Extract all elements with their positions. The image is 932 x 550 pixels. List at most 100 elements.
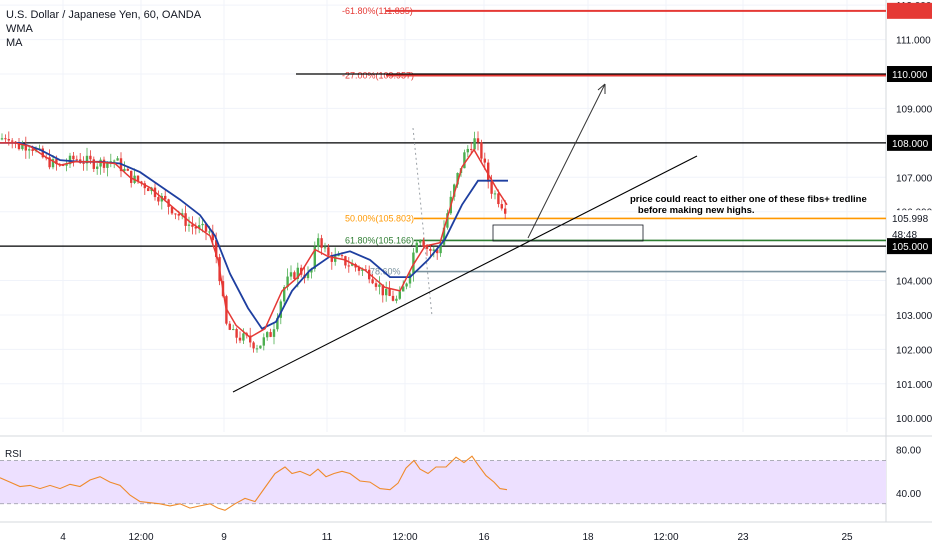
- candle-body: [405, 283, 408, 287]
- hline-tag-bg: [887, 134, 932, 151]
- candle-body: [204, 223, 208, 232]
- legend-symbol[interactable]: U.S. Dollar / Japanese Yen, 60, OANDA: [6, 9, 202, 21]
- legend-ma[interactable]: MA: [6, 37, 23, 49]
- candle-body: [157, 197, 160, 202]
- candle-body: [283, 287, 286, 302]
- candle-body: [470, 148, 473, 150]
- candle-body: [415, 242, 418, 253]
- time-tick: 12:00: [392, 532, 417, 543]
- time-tick: 11: [322, 532, 333, 543]
- candle-body: [293, 272, 296, 280]
- candle-body: [439, 244, 442, 254]
- candle-body: [31, 149, 34, 152]
- candle-body: [102, 159, 106, 168]
- fib-level-label: 78.60%: [370, 267, 401, 277]
- candle-body: [466, 148, 469, 153]
- drawings: [232, 83, 698, 393]
- candle-body: [487, 162, 490, 182]
- annotation-text: price could react to either one of these…: [630, 194, 867, 216]
- current-price-tag: 105.998: [892, 214, 929, 225]
- candle-body: [201, 223, 204, 226]
- candle-body: [82, 162, 85, 164]
- candle-body: [187, 224, 191, 226]
- candle-body: [249, 335, 252, 343]
- candle-body: [228, 323, 231, 330]
- candle-body: [116, 158, 119, 161]
- candle-body: [123, 168, 126, 172]
- candle-body: [412, 252, 415, 274]
- candle-body: [184, 213, 187, 226]
- candle-body: [75, 159, 78, 161]
- candle-body: [62, 165, 65, 167]
- candle-body: [361, 269, 364, 271]
- candle-body: [65, 164, 68, 166]
- price-tick: 100.000: [896, 414, 932, 425]
- candle-body: [147, 188, 150, 192]
- candle-body: [402, 286, 405, 292]
- time-tick: 18: [582, 532, 594, 543]
- candle-body: [473, 138, 476, 150]
- candle-body: [235, 329, 238, 338]
- candle-body: [126, 168, 129, 171]
- fib-level-label: -27.00%(109.957): [342, 70, 414, 80]
- candle-body: [279, 301, 282, 318]
- candle-body: [89, 155, 92, 160]
- candle-body: [378, 284, 381, 287]
- candle-body: [96, 166, 99, 169]
- candle-body: [347, 265, 350, 267]
- candle-body: [351, 264, 354, 266]
- candle-body: [68, 155, 72, 165]
- fib-anchor-dotted: [412, 127, 433, 317]
- candle-body: [480, 142, 483, 159]
- candle-body: [286, 276, 289, 288]
- candle-body: [211, 231, 214, 241]
- candle-body: [41, 148, 44, 158]
- time-axis[interactable]: 4 12:00 9 11 12:00 16 18 12:00 23 25: [0, 521, 932, 543]
- candle-body: [7, 139, 10, 141]
- candle-body: [17, 143, 21, 150]
- price-tick: 109.000: [896, 104, 932, 115]
- candle-body: [476, 138, 480, 143]
- hline-tag-bg: [887, 238, 932, 255]
- candle-body: [255, 348, 259, 350]
- candle-body: [456, 173, 459, 185]
- candle-body: [371, 279, 374, 284]
- candle-body: [419, 240, 422, 243]
- candle-body: [276, 317, 279, 330]
- candle-body: [357, 267, 361, 271]
- candle-body: [327, 247, 330, 256]
- candle-body: [296, 267, 299, 280]
- candle-body: [432, 249, 435, 251]
- candle-body: [313, 246, 316, 269]
- price-tick: 103.000: [896, 311, 932, 322]
- candle-body: [191, 224, 194, 227]
- arrow-head: [597, 83, 606, 94]
- candle-body: [330, 255, 333, 262]
- candle-body: [306, 272, 310, 279]
- candle-body: [262, 337, 265, 346]
- legend-wma[interactable]: WMA: [6, 23, 33, 35]
- fib-tag-bg: [887, 2, 932, 19]
- candle-body: [72, 155, 75, 160]
- time-tick: 23: [737, 532, 749, 543]
- candle-body: [259, 345, 262, 349]
- candle-body: [493, 193, 497, 195]
- candle-body: [436, 249, 439, 254]
- candle-body: [177, 214, 180, 216]
- candle-body: [289, 272, 293, 277]
- wma-line: [0, 142, 508, 339]
- rsi-pane: 80.00 40.00: [0, 446, 921, 511]
- candle-body: [310, 268, 313, 273]
- fib-levels: -61.80%(111.835) -27.00%(109.957) 50.00%(1…: [342, 6, 886, 277]
- candle-body: [0, 138, 4, 140]
- hline-tag: 110.000: [892, 70, 928, 81]
- rsi-tick: 80.00: [896, 446, 921, 457]
- price-tick: 102.000: [896, 345, 932, 356]
- candle-body: [136, 175, 140, 182]
- candle-body: [340, 255, 344, 257]
- hline-tag: 105.000: [892, 242, 929, 253]
- rsi-label[interactable]: RSI: [5, 449, 22, 460]
- candle-body: [398, 291, 401, 299]
- candle-body: [320, 238, 323, 248]
